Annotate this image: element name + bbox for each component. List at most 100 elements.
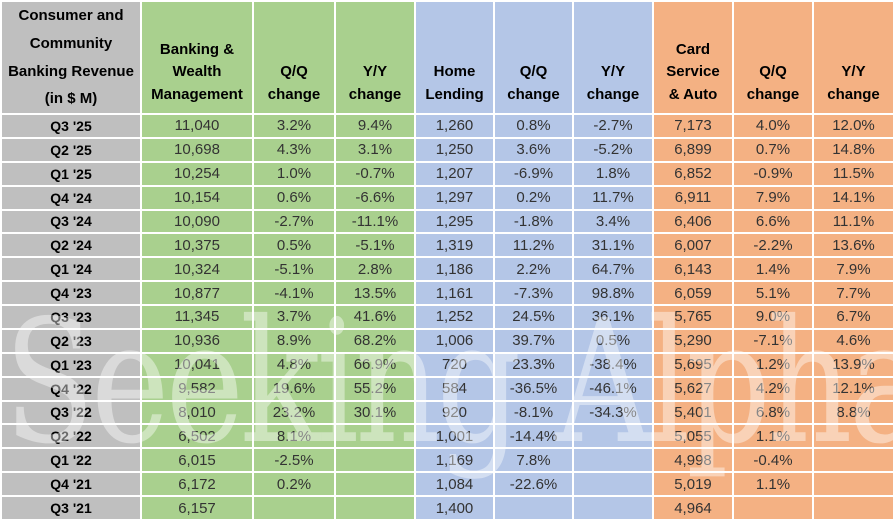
value-cell: 0.5% — [252, 232, 336, 259]
value-cell: -0.4% — [732, 447, 814, 474]
value-cell: 12.0% — [812, 113, 893, 139]
value-cell: -38.4% — [572, 351, 654, 378]
value-cell: 1,400 — [414, 495, 495, 521]
value-cell: 1.1% — [732, 423, 814, 450]
value-cell: 7.7% — [812, 280, 893, 306]
quarter-label-cell: Q2 '25 — [0, 136, 142, 163]
value-cell: 11,345 — [140, 304, 254, 330]
value-cell: 1.1% — [732, 471, 814, 497]
value-cell: 11,040 — [140, 113, 254, 139]
value-cell: -7.1% — [732, 327, 814, 354]
table-row: Q4 '23 10,877 -4.1% 13.5% 1,161 -7.3% 98.8% 6,0… — [0, 280, 893, 306]
value-cell: 31.1% — [572, 232, 654, 259]
value-cell: 1,186 — [414, 256, 495, 283]
value-cell: 10,254 — [140, 160, 254, 187]
col-header-csa-qq-change: Q/Q change — [732, 0, 814, 115]
value-cell: 4.3% — [252, 136, 336, 163]
value-cell: 5,055 — [652, 423, 734, 450]
value-cell: 10,375 — [140, 232, 254, 259]
quarter-label-cell: Q1 '22 — [0, 447, 142, 474]
value-cell — [334, 471, 416, 497]
table-row: Q3 '23 11,345 3.7% 41.6% 1,252 24.5% 36.1% 5,76… — [0, 304, 893, 330]
value-cell: 6,852 — [652, 160, 734, 187]
value-cell: 720 — [414, 351, 495, 378]
value-cell: -5.1% — [252, 256, 336, 283]
value-cell: -7.3% — [493, 280, 574, 306]
value-cell: 4.2% — [732, 375, 814, 402]
value-cell: 13.9% — [812, 351, 893, 378]
value-cell: 6.7% — [812, 304, 893, 330]
quarter-label-cell: Q3 '21 — [0, 495, 142, 521]
table-row: Q1 '23 10,041 4.8% 66.9% 720 23.3% -38.4% 5,695… — [0, 351, 893, 378]
value-cell: 4.0% — [732, 113, 814, 139]
value-cell — [812, 495, 893, 521]
value-cell: 6,007 — [652, 232, 734, 259]
table-row: Q1 '24 10,324 -5.1% 2.8% 1,186 2.2% 64.7% 6,143… — [0, 256, 893, 283]
value-cell: -36.5% — [493, 375, 574, 402]
value-cell: 10,090 — [140, 208, 254, 235]
table-row: Q2 '23 10,936 8.9% 68.2% 1,006 39.7% 0.5% 5,290… — [0, 327, 893, 354]
value-cell: 9.4% — [334, 113, 416, 139]
value-cell: 6,911 — [652, 184, 734, 211]
value-cell: 5,627 — [652, 375, 734, 402]
value-cell: 4,998 — [652, 447, 734, 474]
value-cell: 5,695 — [652, 351, 734, 378]
value-cell: 7.9% — [732, 184, 814, 211]
value-cell: 1.4% — [732, 256, 814, 283]
value-cell — [252, 495, 336, 521]
value-cell — [812, 423, 893, 450]
value-cell: 0.5% — [572, 327, 654, 354]
value-cell: -2.7% — [252, 208, 336, 235]
quarter-label-cell: Q3 '22 — [0, 399, 142, 426]
col-header-bwm-yy-change: Y/Y change — [334, 0, 416, 115]
value-cell: 6,157 — [140, 495, 254, 521]
value-cell: -5.2% — [572, 136, 654, 163]
quarter-label-cell: Q4 '22 — [0, 375, 142, 402]
value-cell: 10,877 — [140, 280, 254, 306]
value-cell: 1,006 — [414, 327, 495, 354]
value-cell: 1,161 — [414, 280, 495, 306]
value-cell: 9,582 — [140, 375, 254, 402]
col-header-home-lending: Home Lending — [414, 0, 495, 115]
value-cell: 1,001 — [414, 423, 495, 450]
value-cell — [334, 447, 416, 474]
value-cell: -22.6% — [493, 471, 574, 497]
quarter-label-cell: Q1 '25 — [0, 160, 142, 187]
value-cell: -6.9% — [493, 160, 574, 187]
value-cell: -6.6% — [334, 184, 416, 211]
value-cell: -5.1% — [334, 232, 416, 259]
value-cell: 8.8% — [812, 399, 893, 426]
value-cell: -11.1% — [334, 208, 416, 235]
value-cell — [572, 447, 654, 474]
value-cell: 0.2% — [493, 184, 574, 211]
value-cell: -4.1% — [252, 280, 336, 306]
quarter-label-cell: Q2 '22 — [0, 423, 142, 450]
value-cell: 6,015 — [140, 447, 254, 474]
value-cell: 1,250 — [414, 136, 495, 163]
value-cell: 1,260 — [414, 113, 495, 139]
value-cell — [572, 423, 654, 450]
table-row: Q3 '21 6,157 1,400 4,964 — [0, 495, 893, 521]
value-cell: 7.8% — [493, 447, 574, 474]
value-cell: 2.8% — [334, 256, 416, 283]
table-row: Q4 '24 10,154 0.6% -6.6% 1,297 0.2% 11.7% 6,911… — [0, 184, 893, 211]
value-cell: -8.1% — [493, 399, 574, 426]
value-cell — [334, 495, 416, 521]
value-cell: 30.1% — [334, 399, 416, 426]
value-cell: 6,502 — [140, 423, 254, 450]
value-cell: 1.2% — [732, 351, 814, 378]
value-cell: 1.8% — [572, 160, 654, 187]
value-cell: 7.9% — [812, 256, 893, 283]
value-cell: 11.5% — [812, 160, 893, 187]
value-cell: 1,252 — [414, 304, 495, 330]
value-cell: 6,172 — [140, 471, 254, 497]
value-cell: 19.6% — [252, 375, 336, 402]
table-row: Q4 '21 6,172 0.2% 1,084 -22.6% 5,019 1.1% — [0, 471, 893, 497]
value-cell: -46.1% — [572, 375, 654, 402]
table-row: Q1 '22 6,015 -2.5% 1,169 7.8% 4,998 -0.4% — [0, 447, 893, 474]
value-cell: 12.1% — [812, 375, 893, 402]
value-cell: 10,041 — [140, 351, 254, 378]
quarter-label-cell: Q1 '24 — [0, 256, 142, 283]
value-cell — [334, 423, 416, 450]
